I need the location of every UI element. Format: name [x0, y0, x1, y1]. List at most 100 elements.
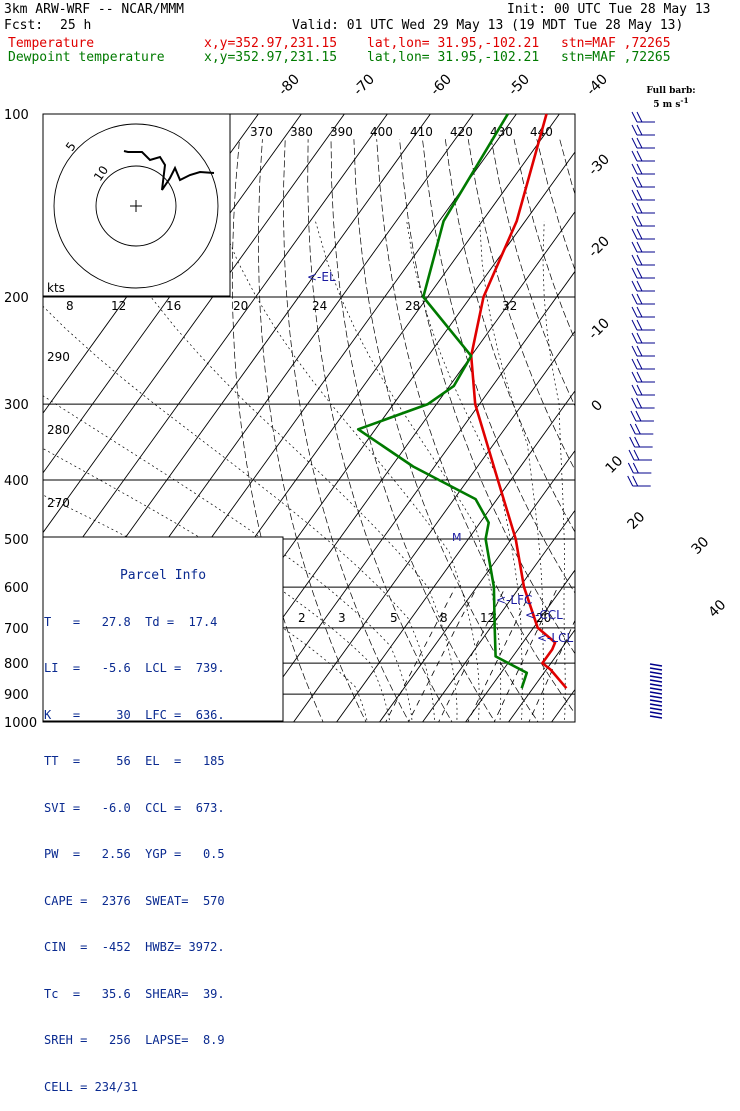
wind-barb-flag	[632, 320, 637, 330]
wind-barb-flag	[637, 190, 642, 200]
dry-adiabat	[354, 139, 547, 735]
pressure-tick-label: 900	[4, 688, 29, 703]
wind-barb-flag	[632, 151, 637, 161]
isotherm-label: -10	[586, 315, 613, 342]
wind-barb-flag	[637, 151, 642, 161]
parcel-info-row: T = 27.8 Td = 17.4	[44, 615, 282, 631]
dry-adiabat	[423, 139, 678, 735]
wind-barb-flag	[637, 125, 642, 135]
wind-barb-flag	[637, 216, 642, 226]
isotherm-label: 10	[603, 453, 627, 477]
wind-barb-flag	[637, 294, 642, 304]
pressure-tick-label: 500	[4, 533, 29, 548]
mixing-ratio-label: 5	[390, 611, 398, 625]
wind-barb-flag	[637, 307, 642, 317]
mixing-ratio-label: 8	[66, 299, 74, 313]
wind-barb-flag	[632, 138, 637, 148]
mixing-ratio-line	[462, 587, 533, 735]
wind-barb-flag	[632, 112, 637, 122]
theta-e-label: 280	[47, 423, 70, 437]
wind-barb-flag	[632, 359, 637, 369]
dry-adiabat	[651, 139, 740, 735]
dry-adiabat	[583, 139, 740, 735]
dry-adiabat	[628, 139, 740, 735]
wind-barb-flag	[632, 281, 637, 291]
isotherm-label: 0	[589, 397, 607, 415]
wind-barb-flag	[632, 242, 637, 252]
isotherm-label: -40	[584, 71, 611, 98]
dry-adiabat	[468, 139, 740, 735]
parcel-info-row: LI = -5.6 LCL = 739.	[44, 661, 282, 677]
wind-barb-flag	[632, 125, 637, 135]
wind-barb-flag	[637, 320, 642, 330]
isotherm-label: -30	[586, 151, 613, 178]
wind-barb-flag	[634, 450, 639, 460]
wind-barb-flag	[632, 203, 637, 213]
wind-barb-flag	[637, 359, 642, 369]
wind-barb-flag	[637, 138, 642, 148]
parcel-info-row: SVI = -6.0 CCL = 673.	[44, 801, 282, 817]
wind-barb-staff	[650, 716, 662, 718]
wind-barb-flag	[632, 333, 637, 343]
theta-e-label: 290	[47, 350, 70, 364]
pressure-tick-label: 200	[4, 291, 29, 306]
mixing-ratio-label: 8	[440, 611, 448, 625]
wind-barb-staff	[650, 688, 662, 690]
parcel-info-row: CIN = -452 HWBZ= 3972.	[44, 940, 282, 956]
dry-adiabat	[606, 139, 740, 735]
mixing-ratio-label: 2	[298, 611, 306, 625]
wind-barb-flag	[633, 476, 638, 486]
theta-label: 370	[250, 125, 273, 139]
wind-barb-flag	[629, 450, 634, 460]
dry-adiabat	[537, 139, 740, 735]
theta-label: 400	[370, 125, 393, 139]
isotherm-line	[241, 100, 698, 734]
wind-barb-staff	[650, 700, 662, 702]
wind-barb-flag	[631, 411, 636, 421]
wind-barb-flag	[637, 268, 642, 278]
mixing-ratio-label: 32	[502, 299, 517, 313]
parcel-info-panel: Parcel Info T = 27.8 Td = 17.4 LI = -5.6…	[44, 537, 282, 730]
mixing-ratio-line	[402, 587, 477, 735]
wind-barb-flag	[632, 255, 637, 265]
mixing-ratio-label: 20	[233, 299, 248, 313]
mixing-ratio-label: 12	[480, 611, 495, 625]
ccl-marker: <-CCL	[525, 608, 563, 622]
wind-barb-flag	[637, 164, 642, 174]
isotherm-label: 30	[689, 534, 713, 558]
isotherm-label: -80	[276, 71, 303, 98]
wind-barb-flag	[632, 385, 637, 395]
wind-barb-flag	[632, 164, 637, 174]
wind-barb-flag	[632, 190, 637, 200]
wind-barb-staff	[650, 692, 662, 694]
wind-barb-flag	[637, 177, 642, 187]
parcel-info-row: Tc = 35.6 SHEAR= 39.	[44, 987, 282, 1003]
dry-adiabat	[308, 139, 460, 735]
dry-adiabat	[445, 139, 721, 735]
pressure-tick-label: 400	[4, 474, 29, 489]
theta-label: 410	[410, 125, 433, 139]
wind-barb-flag	[632, 346, 637, 356]
isotherm-line	[499, 100, 740, 734]
wind-barb-flag	[637, 242, 642, 252]
wind-barb-flag	[635, 424, 640, 434]
parcel-info-row: SREH = 256 LAPSE= 8.9	[44, 1033, 282, 1049]
pressure-tick-label: 800	[4, 657, 29, 672]
isotherm-line	[628, 100, 740, 734]
wind-barb-staff	[650, 668, 662, 670]
isotherm-label: -70	[351, 71, 378, 98]
dry-adiabat	[697, 139, 740, 735]
mixing-ratio-label: 24	[312, 299, 327, 313]
wind-barb-flag	[637, 346, 642, 356]
wind-barb-flag	[632, 229, 637, 239]
hodograph	[43, 114, 230, 296]
dry-adiabat	[720, 139, 740, 735]
wind-barb-flag	[637, 112, 642, 122]
wind-barb-flag	[637, 333, 642, 343]
isotherm-label: -50	[506, 71, 533, 98]
wind-barb-flag	[632, 372, 637, 382]
wind-barb-staff	[650, 696, 662, 698]
wind-barb-flag	[630, 424, 635, 434]
lfc-marker: <-LFC	[496, 593, 532, 607]
parcel-info-row: PW = 2.56 YGP = 0.5	[44, 847, 282, 863]
